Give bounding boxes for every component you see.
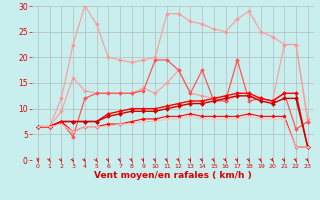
X-axis label: Vent moyen/en rafales ( km/h ): Vent moyen/en rafales ( km/h ) [94,171,252,180]
